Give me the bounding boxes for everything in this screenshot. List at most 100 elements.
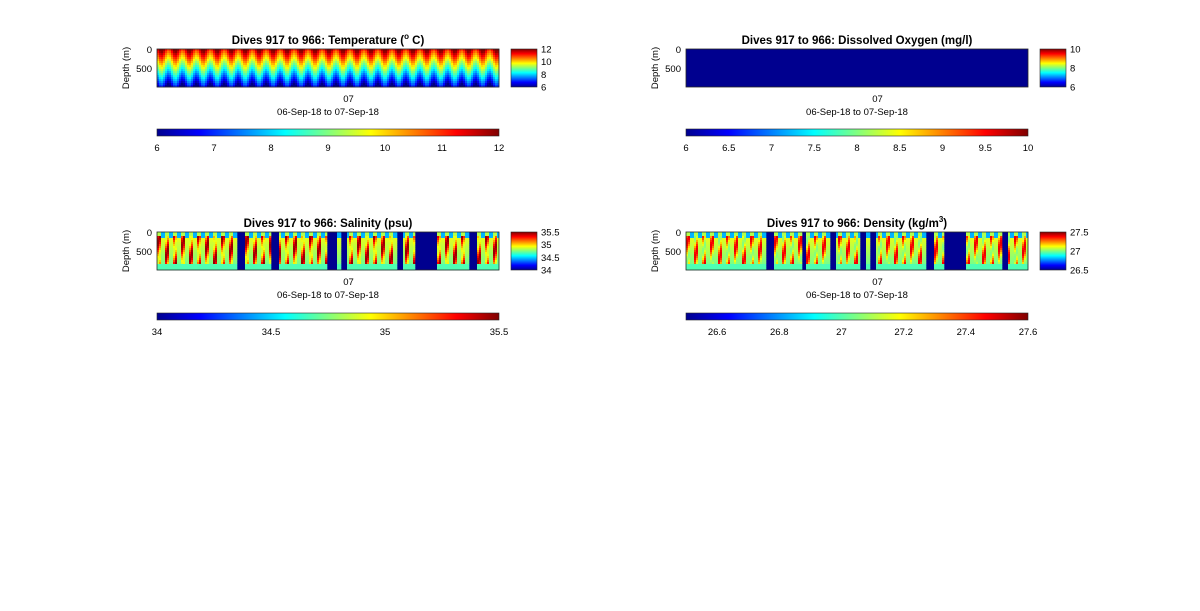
heat-cell (185, 83, 188, 86)
heat-cell (365, 67, 368, 70)
heat-cell (279, 55, 282, 58)
heat-cell (293, 53, 296, 56)
heat-cell (423, 77, 426, 80)
heat-cell (197, 57, 200, 60)
heat-cell (271, 57, 274, 60)
heat-cell (217, 238, 220, 241)
heat-cell (267, 266, 270, 269)
heat-cell (347, 240, 350, 243)
heat-cell (387, 71, 390, 74)
heat-cell (283, 246, 286, 249)
heat-cell (173, 79, 176, 82)
heat-cell (169, 51, 172, 54)
heat-cell (233, 71, 236, 74)
heat-cell (419, 81, 422, 84)
heat-cell (367, 252, 370, 255)
heat-cell (343, 63, 346, 66)
heat-cell (489, 79, 492, 82)
heat-cell (279, 67, 282, 70)
heat-cell (217, 55, 220, 58)
heat-cell (267, 85, 270, 88)
heat-cell (483, 75, 486, 78)
heat-cell (353, 63, 356, 66)
heat-cell (257, 85, 260, 88)
heat-cell (279, 252, 282, 255)
heat-cell (473, 65, 476, 68)
heat-cell (453, 49, 456, 52)
heat-cell (349, 258, 352, 261)
heat-cell (273, 67, 276, 70)
heat-cell (257, 260, 260, 263)
heat-cell (269, 234, 272, 237)
heat-cell (429, 59, 432, 62)
heat-cell (157, 264, 160, 267)
heat-cell (289, 81, 292, 84)
heat-cell (377, 61, 380, 64)
heat-cell (473, 77, 476, 80)
heat-cell (233, 232, 236, 235)
heat-cell (223, 79, 226, 82)
heat-cell (339, 250, 342, 253)
heat-cell (371, 85, 374, 88)
heat-cell (261, 51, 264, 54)
heat-cell (203, 266, 206, 269)
heat-cell (301, 264, 304, 267)
heat-cell (317, 250, 320, 253)
heat-cell (181, 232, 184, 235)
heat-cell (335, 73, 338, 76)
heat-cell (263, 234, 266, 237)
heat-cell (235, 264, 238, 267)
heat-cell (313, 266, 316, 269)
heat-cell (303, 73, 306, 76)
heat-cell (279, 69, 282, 72)
heat-cell (227, 71, 230, 74)
heat-cell (205, 234, 208, 237)
heat-cell (477, 81, 480, 84)
heat-cell (201, 250, 204, 253)
heat-cell (389, 79, 392, 82)
heat-cell (401, 53, 404, 56)
heat-cell (315, 67, 318, 70)
heat-cell (181, 65, 184, 68)
heat-cell (245, 234, 248, 237)
heat-cell (207, 258, 210, 261)
heat-cell (491, 63, 494, 66)
heat-cell (475, 85, 478, 88)
heat-cell (457, 79, 460, 82)
heat-cell (431, 57, 434, 60)
heat-cell (223, 264, 226, 267)
heat-cell (297, 252, 300, 255)
heat-cell (369, 67, 372, 70)
heat-cell (261, 240, 264, 243)
heat-cell (285, 238, 288, 241)
heat-cell (301, 258, 304, 261)
heat-cell (303, 234, 306, 237)
heat-cell (199, 57, 202, 60)
heat-cell (489, 73, 492, 76)
heat-cell (249, 266, 252, 269)
heat-cell (189, 71, 192, 74)
heat-cell (253, 264, 256, 267)
heat-cell (397, 85, 400, 88)
heat-cell (261, 73, 264, 76)
heat-cell (199, 236, 202, 239)
heat-cell (311, 258, 314, 261)
heat-cell (281, 256, 284, 259)
heat-cell (449, 83, 452, 86)
heat-cell (173, 266, 176, 269)
colorbar-tick-label: 12 (541, 45, 552, 56)
heat-cell (457, 67, 460, 70)
heat-cell (373, 67, 376, 70)
heat-cell (271, 61, 274, 64)
heat-cell (471, 71, 474, 74)
heat-cell (159, 83, 162, 86)
heat-cell (409, 65, 412, 68)
heat-cell (427, 57, 430, 60)
heat-cell (297, 77, 300, 80)
heat-cell (391, 71, 394, 74)
heat-cell (193, 254, 196, 257)
colorbar-vertical (1039, 48, 1067, 88)
heat-cell (383, 63, 386, 66)
heat-cell (301, 232, 304, 235)
heat-cell (465, 85, 468, 88)
